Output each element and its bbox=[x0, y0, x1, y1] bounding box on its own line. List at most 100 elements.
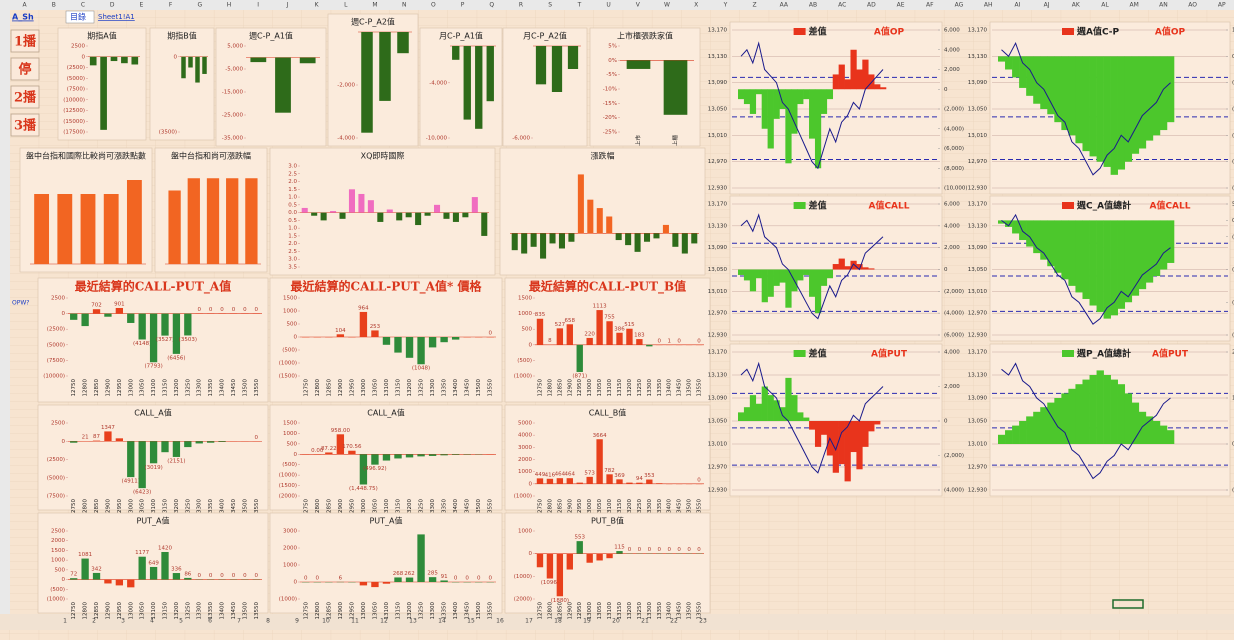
x-tick-label: 13550 bbox=[254, 379, 260, 397]
y-tick-label: (1000) bbox=[514, 574, 532, 580]
x-tick-label: 13050 bbox=[597, 379, 603, 397]
macro-button[interactable] bbox=[10, 85, 40, 109]
legend-swatch bbox=[793, 350, 806, 357]
column-header: U bbox=[606, 2, 610, 9]
y2-tick-label: 0 bbox=[944, 87, 948, 93]
y2-tick-label: 2,000 bbox=[944, 245, 960, 251]
bar bbox=[92, 572, 101, 580]
area-segment bbox=[1054, 398, 1062, 444]
tab-link[interactable]: A_Sh bbox=[12, 13, 34, 22]
x-tick-label: 13550 bbox=[488, 499, 494, 517]
bar bbox=[405, 454, 414, 458]
page-number: 5 bbox=[179, 618, 183, 625]
area-segment bbox=[1026, 56, 1034, 96]
y-tick-label: 12,970 bbox=[708, 159, 728, 165]
y-tick-label: 13,050 bbox=[708, 107, 728, 113]
y-tick-label: 0.5 bbox=[288, 218, 297, 224]
macro-button-label[interactable]: 2播 bbox=[14, 90, 36, 106]
area-segment bbox=[779, 89, 786, 109]
bar bbox=[188, 56, 193, 68]
y2-tick-label: (40,000) bbox=[1232, 159, 1234, 165]
data-label: 755 bbox=[604, 315, 615, 321]
bar bbox=[206, 441, 215, 443]
y-tick-label: 0% bbox=[608, 58, 617, 64]
bar bbox=[644, 233, 651, 242]
macro-button[interactable] bbox=[10, 29, 40, 53]
area-segment bbox=[773, 269, 780, 286]
x-tick-label: 12900 bbox=[567, 379, 573, 397]
y-tick-label: 1500 bbox=[283, 296, 297, 302]
area-segment bbox=[1131, 402, 1140, 444]
y-tick-label: -4,000 bbox=[429, 80, 447, 86]
tab-box[interactable] bbox=[65, 10, 95, 24]
bar bbox=[184, 577, 192, 580]
area-segment bbox=[1061, 56, 1069, 131]
y-tick-label: (500) bbox=[517, 358, 532, 364]
macro-button[interactable] bbox=[10, 113, 40, 137]
bar bbox=[424, 212, 431, 216]
area-segment bbox=[1138, 56, 1147, 149]
y-tick-label: 13,010 bbox=[968, 442, 988, 448]
x-tick-label: 13100 bbox=[384, 499, 390, 517]
bar bbox=[336, 434, 345, 455]
column-header: AL bbox=[1101, 2, 1109, 9]
y-tick-label: 12,970 bbox=[968, 159, 988, 165]
area-segment bbox=[761, 269, 768, 303]
data-label: 8 bbox=[548, 338, 552, 344]
x-tick-label: 13450 bbox=[231, 379, 237, 397]
x-tick-label: 13050 bbox=[140, 379, 146, 397]
y-tick-label: 3.0 bbox=[288, 257, 297, 263]
note: OPW? bbox=[12, 300, 29, 307]
bar bbox=[57, 194, 73, 264]
tab-link[interactable]: 目錄 bbox=[70, 12, 86, 22]
bar bbox=[636, 339, 643, 345]
column-header: L bbox=[344, 2, 348, 9]
legend-label: 週A值C-P bbox=[1076, 26, 1120, 38]
x-tick-label: 13200 bbox=[174, 379, 180, 397]
area-segment bbox=[862, 267, 869, 270]
data-label: (1,448.75) bbox=[349, 486, 378, 492]
area-segment bbox=[1117, 220, 1126, 309]
x-tick-label: 13100 bbox=[151, 499, 157, 517]
area-segment bbox=[1061, 393, 1069, 444]
macro-button-label[interactable]: 3播 bbox=[14, 118, 36, 134]
selected-cell[interactable] bbox=[1112, 599, 1144, 609]
column-header: AG bbox=[955, 2, 964, 9]
macro-button[interactable] bbox=[10, 57, 40, 81]
macro-button-label[interactable]: 1播 bbox=[14, 34, 36, 50]
bar bbox=[359, 311, 368, 337]
tab-link[interactable]: Sheet1!A1 bbox=[98, 13, 135, 21]
x-tick-label: 12800 bbox=[83, 602, 89, 620]
y2-tick-label: 0 bbox=[944, 419, 948, 425]
data-label: 0 bbox=[677, 547, 681, 553]
macro-button-label[interactable]: 停 bbox=[18, 62, 31, 78]
chart-title: 漲跌幅 bbox=[591, 151, 615, 161]
bar bbox=[161, 551, 169, 580]
bar bbox=[556, 478, 564, 484]
bar bbox=[371, 330, 379, 337]
area-segment bbox=[1005, 430, 1013, 444]
y-tick-label: (7500) bbox=[47, 358, 65, 364]
page-number: 21 bbox=[641, 618, 649, 625]
y-tick-label: (5000) bbox=[67, 76, 85, 82]
area-segment bbox=[1033, 220, 1041, 254]
y-tick-label: 1000 bbox=[283, 431, 297, 437]
bar bbox=[646, 344, 653, 347]
y2-tick-label: (4,000) bbox=[944, 311, 964, 317]
area-segment bbox=[856, 69, 863, 90]
price-line bbox=[740, 41, 884, 170]
x-tick-label: 12950 bbox=[349, 499, 355, 517]
area-segment bbox=[1110, 56, 1118, 175]
x-tick-label: 13450 bbox=[231, 499, 237, 517]
area-segment bbox=[856, 421, 863, 470]
column-header: AB bbox=[809, 2, 817, 9]
area-segment bbox=[1012, 56, 1020, 78]
chart-title: 期指B值 bbox=[167, 31, 197, 41]
data-label: 115 bbox=[614, 545, 625, 551]
y-tick-label: 13,090 bbox=[708, 80, 728, 86]
bar bbox=[663, 60, 688, 115]
data-label: (4911) bbox=[122, 479, 140, 485]
bar bbox=[127, 441, 135, 478]
y-tick-label: 13,050 bbox=[968, 267, 988, 273]
